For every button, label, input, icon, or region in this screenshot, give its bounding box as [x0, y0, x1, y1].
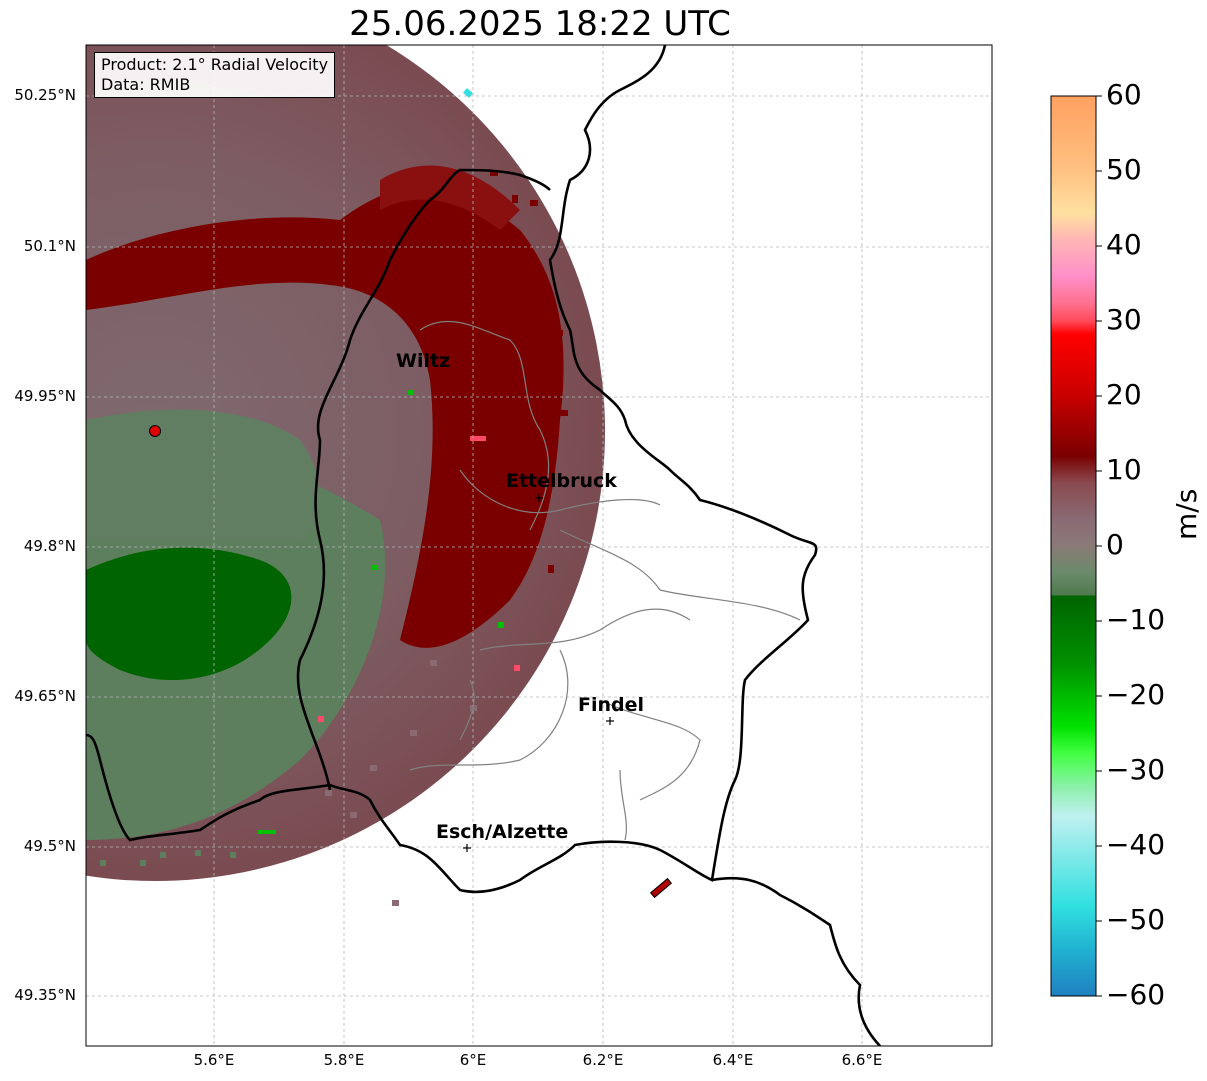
x-tick-label: 6.4°E: [712, 1051, 754, 1069]
x-tick-label: 5.6°E: [193, 1051, 235, 1069]
colorbar-tick-label: 10: [1106, 453, 1142, 486]
colorbar-tick-label: −20: [1106, 678, 1166, 711]
y-tick-label: 49.65°N: [14, 687, 76, 705]
colorbar-tick-marks: [1096, 95, 1102, 997]
grid: [86, 45, 992, 1046]
city-label-esch-alzette: Esch/Alzette: [436, 821, 569, 843]
colorbar: [1050, 95, 1097, 997]
colorbar-tick-label: 30: [1106, 303, 1142, 336]
plot-frame: [85, 44, 993, 1047]
x-tick-label: 6.6°E: [841, 1051, 883, 1069]
colorbar-tick-label: −30: [1106, 753, 1166, 786]
radar-site-marker: [149, 425, 161, 437]
national-border-north: [296, 168, 551, 791]
y-tick-label: 49.5°N: [23, 837, 76, 855]
x-tick-label: 6.2°E: [582, 1051, 624, 1069]
colorbar-tick-label: −10: [1106, 603, 1166, 636]
map-title: 25.06.2025 18:22 UTC: [349, 4, 731, 44]
colorbar-tick-label: −50: [1106, 903, 1166, 936]
colorbar-unit-label: m/s: [1170, 488, 1203, 540]
y-tick-label: 50.1°N: [23, 237, 76, 255]
colorbar-tick-label: −60: [1106, 978, 1166, 1011]
y-tick-label: 49.95°N: [14, 387, 76, 405]
colorbar-tick-label: −40: [1106, 828, 1166, 861]
y-tick-label: 49.35°N: [14, 986, 76, 1004]
x-tick-label: 6°E: [459, 1051, 487, 1069]
colorbar-tick-label: 50: [1106, 153, 1142, 186]
y-tick-label: 49.8°N: [23, 537, 76, 555]
canton-boundaries: [409, 320, 801, 841]
city-label-findel: Findel: [578, 694, 645, 716]
colorbar-tick-label: 40: [1106, 228, 1142, 261]
city-label-ettelbruck: Ettelbruck: [506, 470, 617, 492]
info-box: Product: 2.1° Radial Velocity Data: RMIB: [94, 52, 336, 98]
y-tick-label: 50.25°N: [14, 86, 76, 104]
colorbar-tick-label: 20: [1106, 378, 1142, 411]
product-label: Product: 2.1° Radial Velocity: [101, 55, 329, 74]
national-border-south-east: [711, 876, 881, 1046]
colorbar-tick-label: 60: [1106, 78, 1142, 111]
velocity-field: [86, 45, 673, 906]
city-label-wiltz: Wiltz: [396, 350, 451, 372]
city-markers: [463, 494, 614, 852]
national-border: [86, 45, 818, 894]
colorbar-tick-label: 0: [1106, 528, 1124, 561]
data-source-label: Data: RMIB: [101, 75, 191, 94]
x-tick-label: 5.8°E: [323, 1051, 365, 1069]
